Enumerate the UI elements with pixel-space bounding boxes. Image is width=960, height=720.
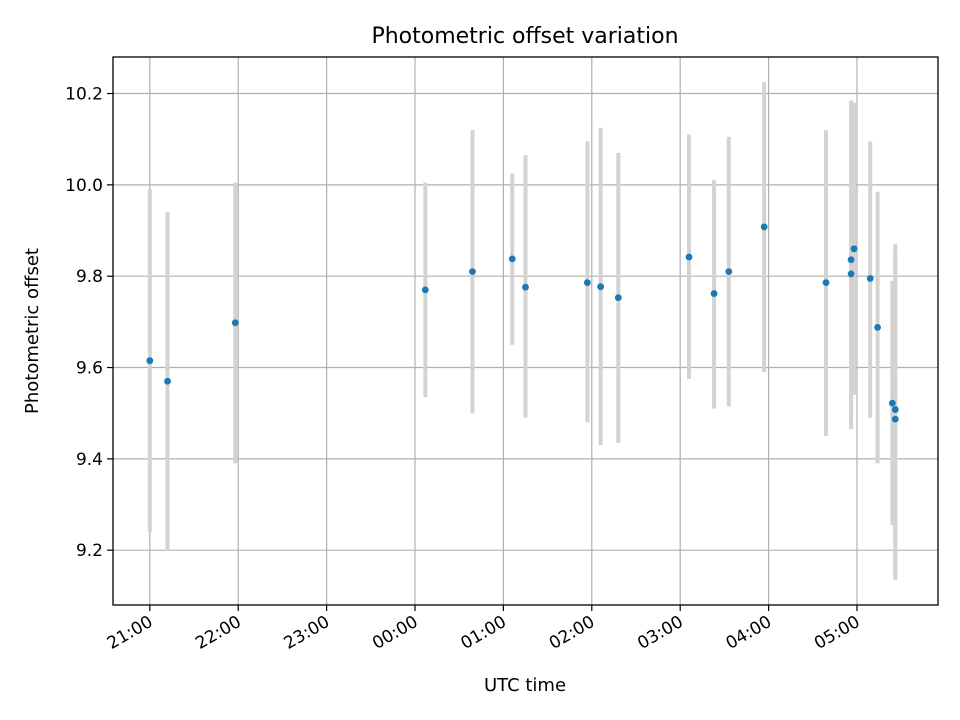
x-tick-label: 03:00 [634, 612, 686, 654]
y-tick-label: 9.4 [76, 450, 103, 470]
data-point [231, 319, 239, 327]
data-point [847, 270, 855, 278]
data-point [522, 283, 529, 291]
chart-title: Photometric offset variation [371, 24, 678, 49]
error-bars [147, 82, 898, 580]
data-point [164, 377, 171, 385]
data-point [850, 245, 858, 253]
x-tick-label: 00:00 [369, 612, 421, 654]
data-point [847, 256, 855, 264]
data-point [146, 357, 154, 365]
data-point [866, 275, 874, 282]
y-axis-label: Photometric offset [22, 248, 43, 414]
y-tick-label: 9.2 [76, 541, 103, 561]
y-tick-label: 9.6 [76, 359, 103, 379]
data-point [469, 268, 476, 276]
data-point [888, 399, 896, 407]
plot-frame [112, 56, 939, 606]
data-point [760, 223, 768, 231]
data-point [874, 323, 881, 331]
data-point [614, 294, 622, 302]
x-tick-label: 02:00 [546, 612, 598, 654]
data-point [597, 283, 605, 291]
x-tick-label: 05:00 [811, 612, 863, 654]
data-point [421, 286, 429, 294]
data-point [508, 255, 516, 263]
data-point [891, 415, 899, 423]
data-points [146, 223, 899, 423]
axis-ticks: 21:00 22:00 23:00 00:00 01:00 02:00 03:00 04:00… [65, 85, 863, 654]
y-tick-label: 10.2 [65, 85, 103, 105]
y-tick-label: 9.8 [76, 267, 103, 287]
y-tick-label: 10.0 [65, 176, 103, 196]
x-tick-label: 21:00 [104, 612, 156, 654]
data-point [583, 279, 591, 286]
x-tick-label: 22:00 [192, 612, 244, 654]
data-point [891, 406, 899, 413]
x-tick-label: 23:00 [281, 612, 333, 654]
data-point [710, 290, 718, 297]
data-point [822, 279, 830, 286]
x-tick-label: 04:00 [723, 612, 775, 654]
x-axis-label: UTC time [484, 675, 566, 696]
x-tick-label: 01:00 [457, 612, 509, 654]
data-point [725, 268, 733, 276]
data-point [685, 253, 693, 261]
